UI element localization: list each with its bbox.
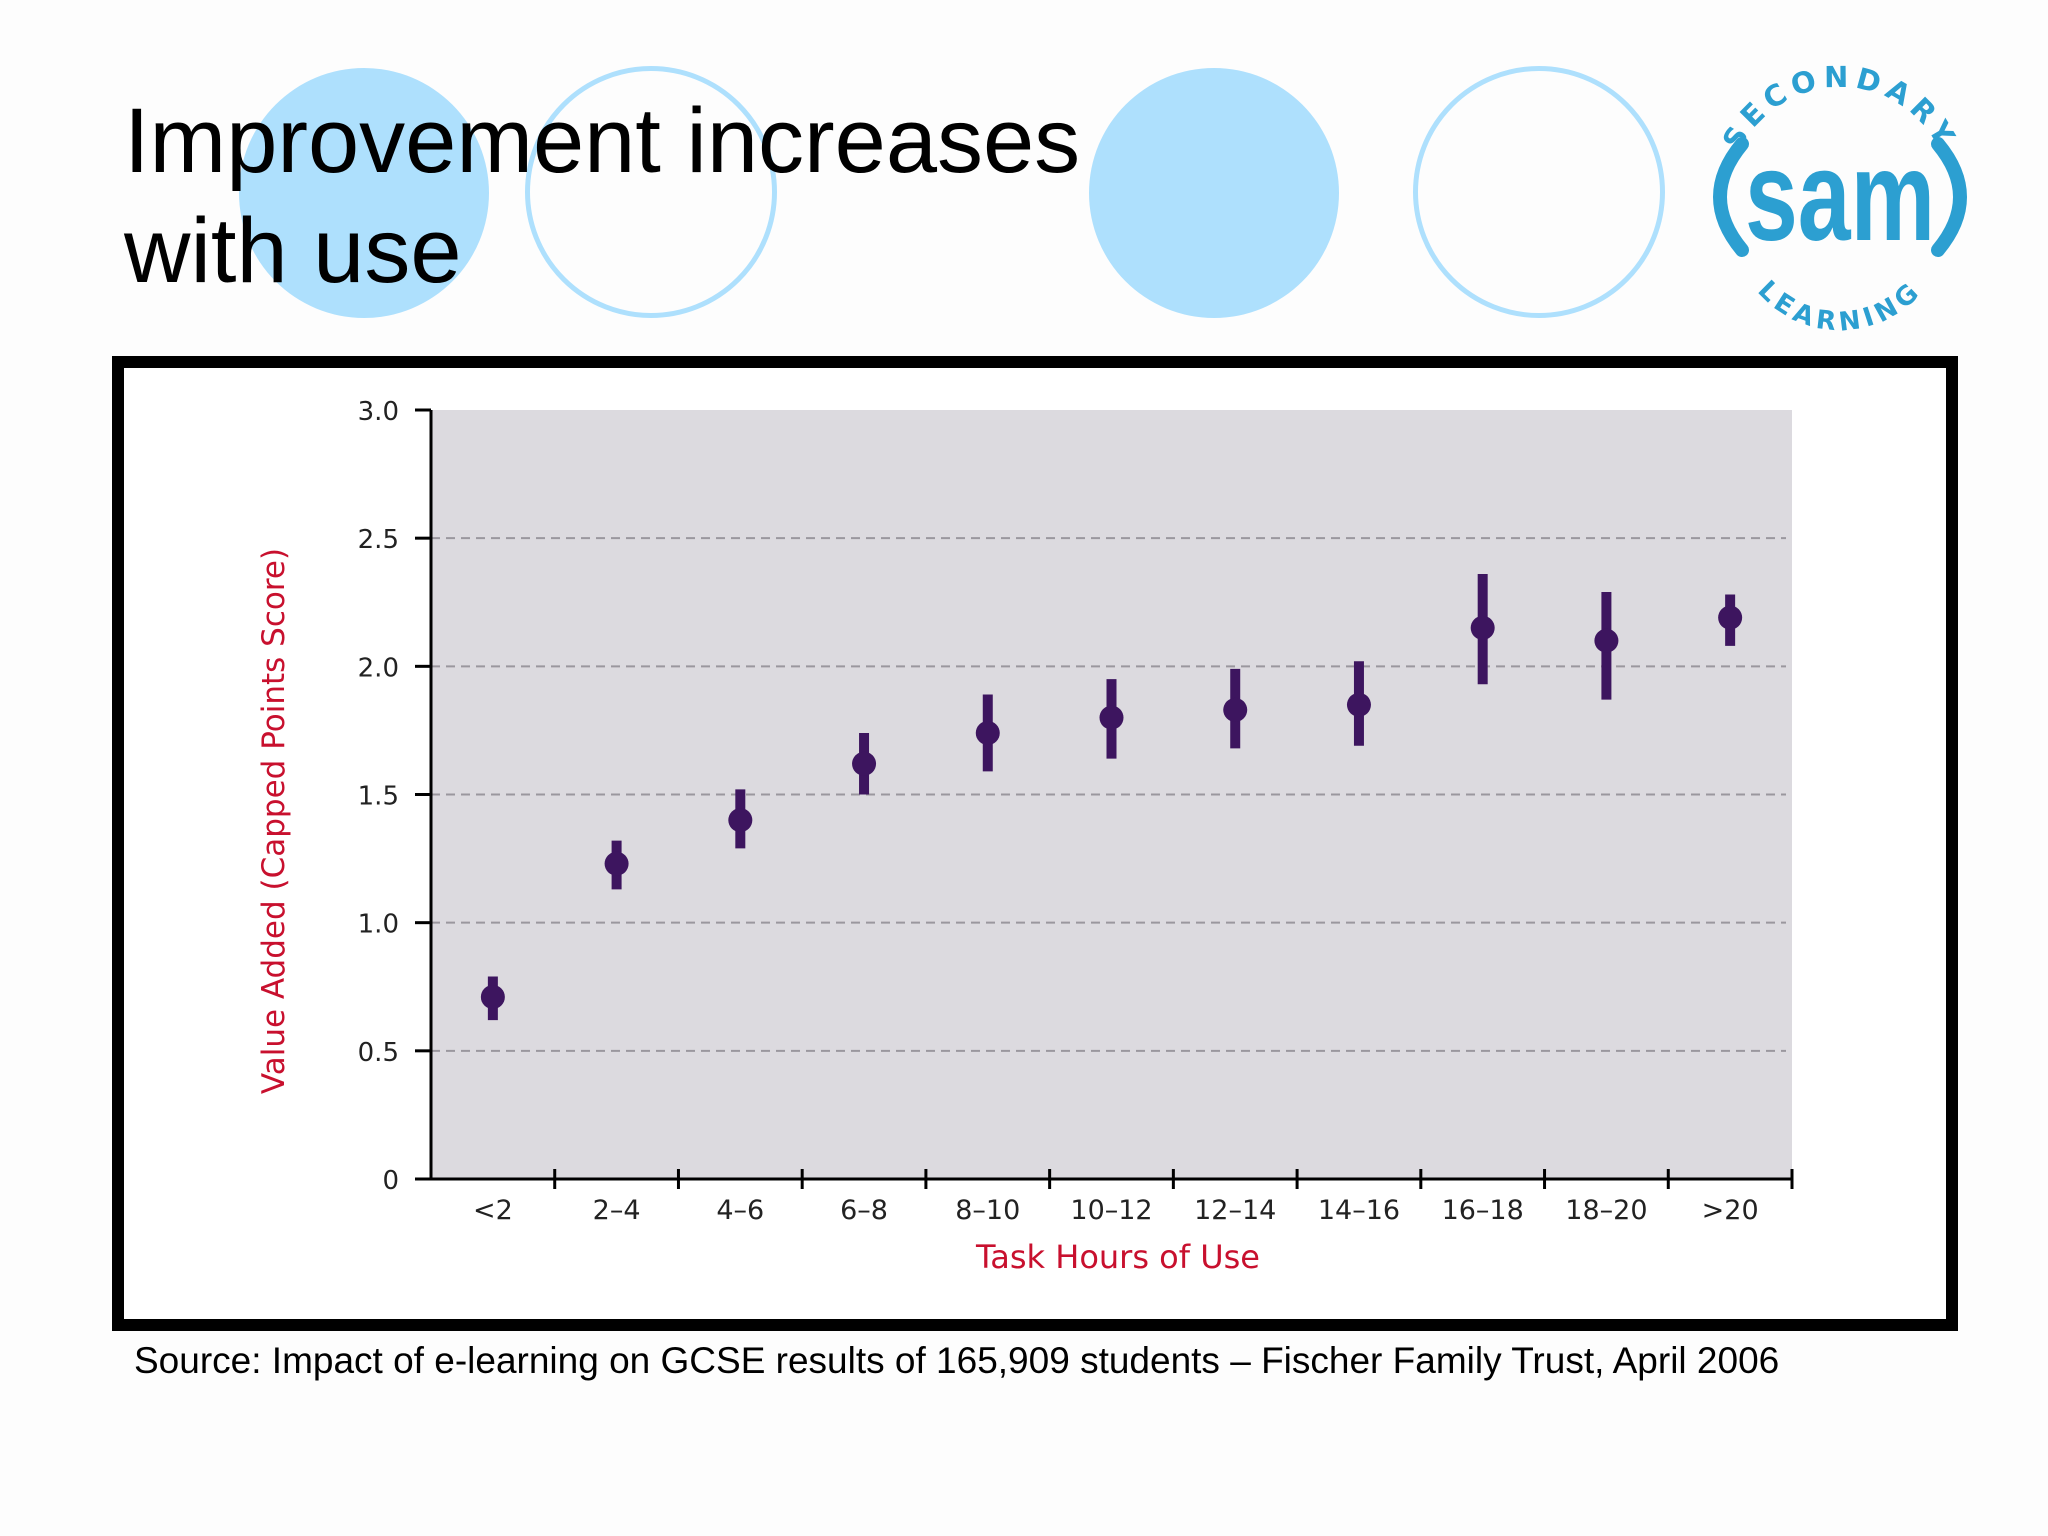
x-tick-label: 6–8 [840, 1195, 888, 1226]
data-point [1594, 628, 1619, 653]
y-tick-label: 2.0 [358, 653, 399, 683]
decor-ring-2 [1413, 66, 1665, 318]
x-tick-label: 12–14 [1194, 1195, 1276, 1226]
x-tick-label: <2 [473, 1195, 513, 1226]
logo-left-bracket [1713, 137, 1749, 257]
y-tick-label: 1.0 [358, 910, 399, 940]
y-axis-label: Value Added (Capped Points Score) [256, 548, 292, 1094]
data-point [604, 851, 629, 876]
source-caption: Source: Impact of e-learning on GCSE res… [134, 1340, 1780, 1381]
logo-right-bracket [1931, 137, 1967, 257]
data-point [728, 808, 753, 833]
decor-circle-1 [239, 68, 489, 318]
x-tick-label: >20 [1702, 1195, 1759, 1226]
data-point [480, 985, 505, 1010]
slide-title: Improvement increases with use [124, 90, 1081, 302]
logo-bottom-text: LEARNING [1752, 275, 1929, 338]
x-tick-label: 10–12 [1070, 1195, 1152, 1226]
decor-ring-1 [525, 66, 777, 318]
x-tick-label: 18–20 [1565, 1195, 1647, 1226]
data-point [975, 720, 1000, 745]
x-tick-label: 14–16 [1318, 1195, 1400, 1226]
logo-main-text: sam [1745, 125, 1935, 268]
x-axis-label: Task Hours of Use [975, 1238, 1260, 1276]
y-tick-label: 1.5 [358, 782, 399, 812]
y-tick-label: 2.5 [358, 525, 399, 555]
data-point [1718, 605, 1743, 630]
x-tick-label: 4–6 [716, 1195, 764, 1226]
y-tick-label: 0.5 [358, 1038, 399, 1068]
x-tick-label: 2–4 [593, 1195, 641, 1226]
data-point [1346, 692, 1371, 717]
data-point [1223, 697, 1248, 722]
x-tick-label: 16–18 [1442, 1195, 1524, 1226]
data-point [1099, 705, 1124, 730]
decor-circle-2 [1089, 68, 1339, 318]
x-tick-label: 8–10 [955, 1195, 1020, 1226]
chart-frame: 0 0.5 1.0 1.5 2.0 2.5 3.0 <2 2–4 4–6 6–8 8–10 10–12… [112, 356, 1958, 1331]
y-tick-label: 3.0 [358, 397, 399, 427]
sam-learning-logo: SECONDARY sam LEARNING [1713, 60, 1967, 338]
data-point [852, 751, 877, 776]
value-added-chart: 0 0.5 1.0 1.5 2.0 2.5 3.0 <2 2–4 4–6 6–8 8–10 10–12… [256, 397, 1794, 1276]
y-tick-label: 0 [382, 1166, 399, 1196]
data-point [1470, 615, 1495, 640]
